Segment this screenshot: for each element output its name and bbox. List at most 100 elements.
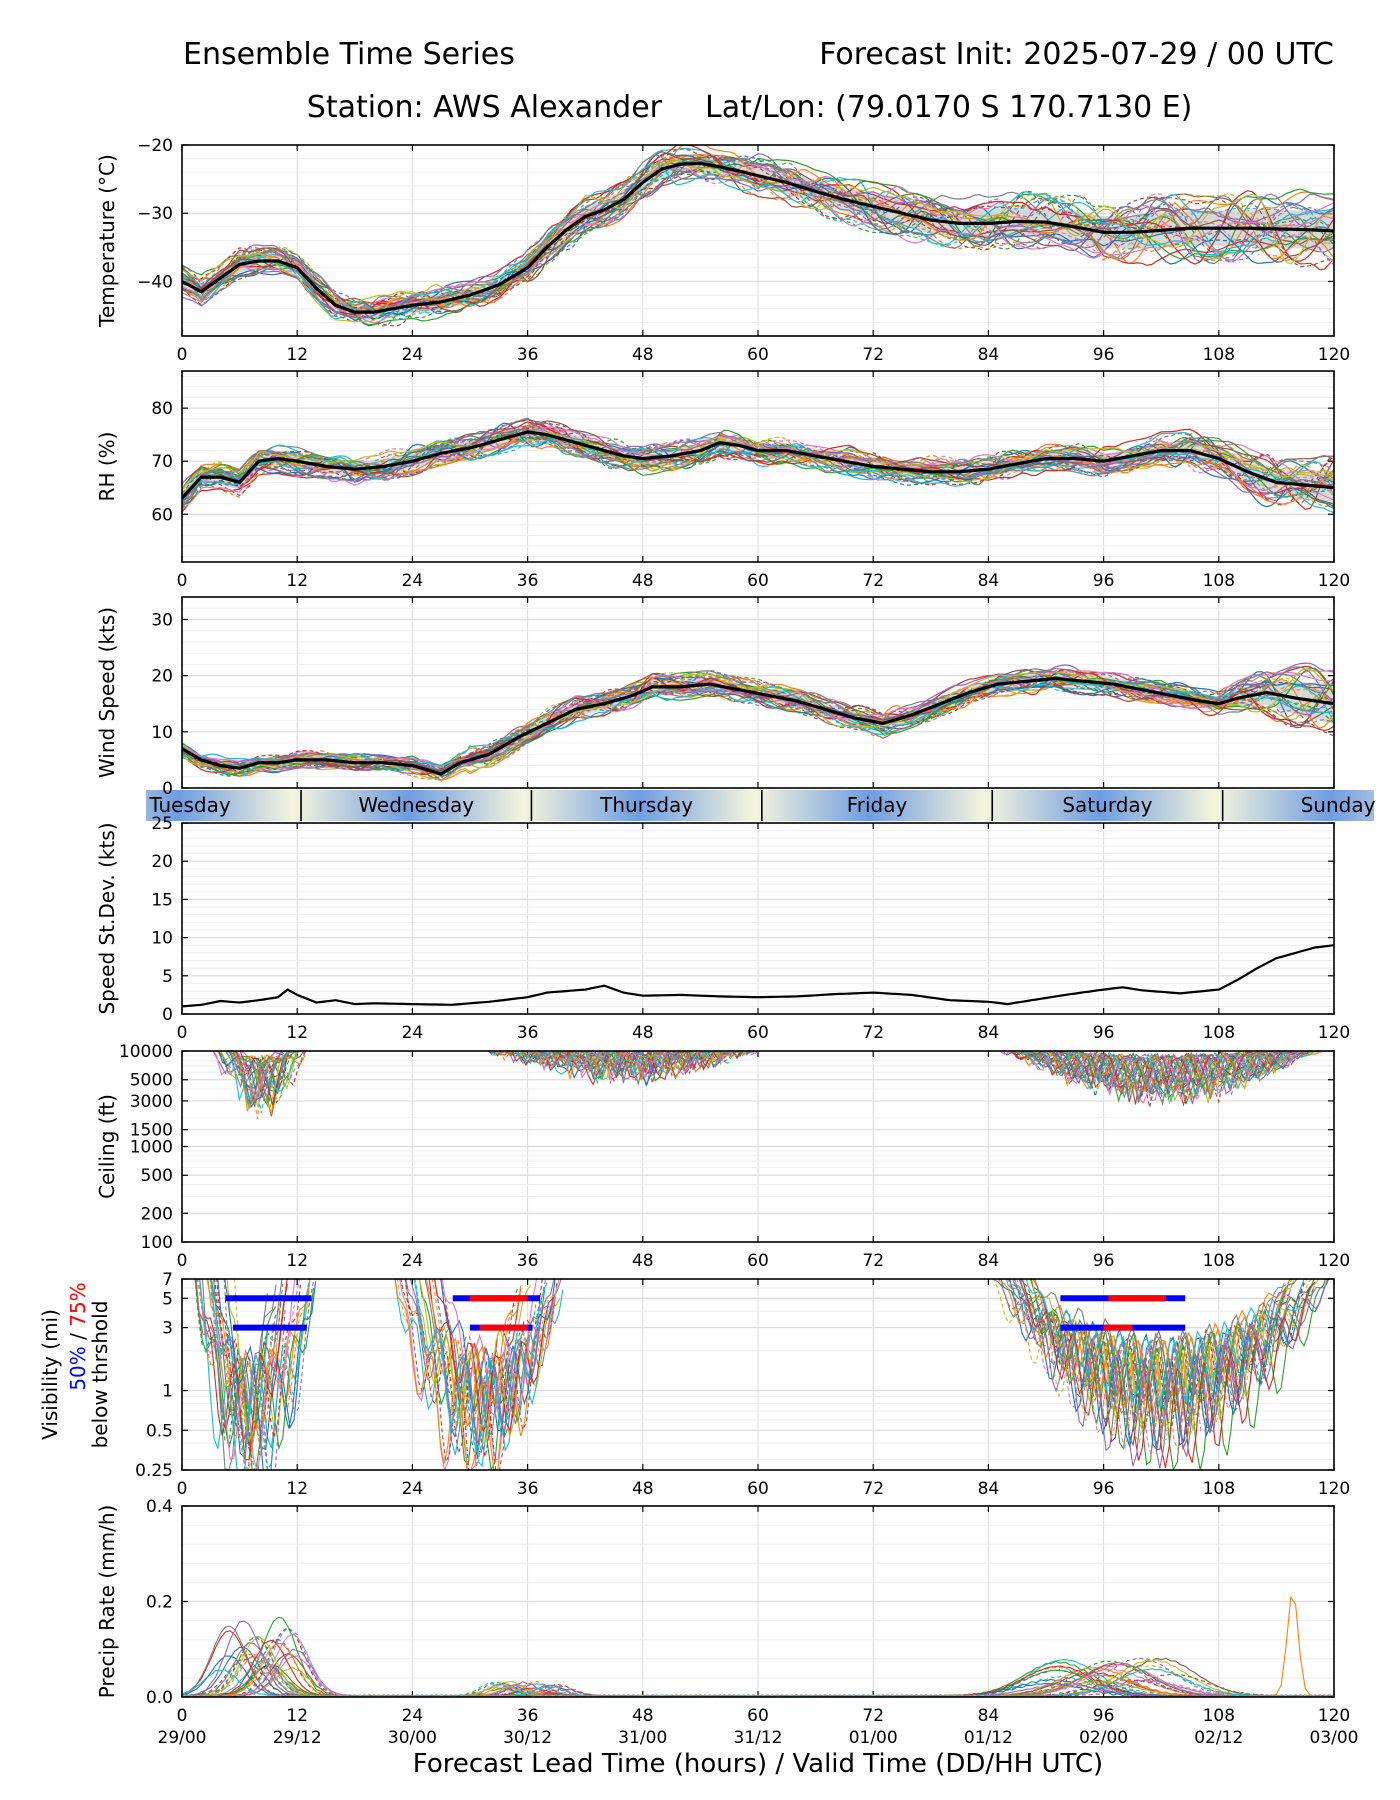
ensemble-member-line [418, 1279, 561, 1445]
ensemble-member-line [230, 1051, 284, 1100]
x-tick-label: 36 [517, 1706, 539, 1726]
ensemble-member-line [1034, 1051, 1308, 1105]
y-axis-label-threshold: below thrshold [88, 1301, 112, 1449]
ensemble-member-line [1008, 1279, 1291, 1418]
ensemble-member-line [1034, 1279, 1329, 1398]
panel-border [181, 1278, 1335, 1471]
plot-area [212, 1051, 1327, 1119]
ensemble-member-line [496, 1051, 756, 1084]
ensemble-mean-line [182, 161, 1334, 314]
panel-border [181, 822, 1335, 1015]
day-label-saturday: Saturday [1062, 793, 1152, 817]
ensemble-member-line [433, 1279, 519, 1459]
ensemble-member-line [512, 1051, 739, 1081]
ensemble-member-line [213, 1051, 284, 1100]
x-tick-label: 60 [747, 1251, 769, 1271]
x-tick-label: 12 [286, 571, 308, 591]
x-tick-label: 120 [1318, 1706, 1350, 1726]
y-tick-label: 0.5 [146, 1421, 173, 1441]
panels: −20−30−400 12 24 36 48 60 72 84 96 108 120Temperat… [38, 136, 1359, 1748]
ensemble-member-line [1007, 1279, 1294, 1456]
x-tick-label: 108 [1203, 1479, 1235, 1499]
day-label-thursday: Thursday [599, 793, 693, 817]
x-tick-label: 0 [177, 1023, 188, 1043]
panel-speed_stdev: 0 5 10 15 20 25 0 12 24 36 48 60 72 84 96 108 120 Speed S… [95, 814, 1350, 1043]
x-tick-label: 96 [1093, 345, 1115, 365]
panel-border [181, 1505, 1335, 1698]
y-tick-label: 100 [141, 1233, 173, 1253]
plot-area [182, 417, 1334, 514]
ensemble-member-line [182, 421, 1334, 513]
y-tick-label: 25 [151, 814, 173, 834]
ensemble-member-line [998, 1051, 1319, 1104]
x-tick-label: 60 [747, 571, 769, 591]
x-tick-label: 60 [747, 1023, 769, 1043]
y-tick-label: 10 [151, 723, 173, 743]
ensemble-member-line [998, 1279, 1285, 1412]
x-tick-label: 36 [517, 1023, 539, 1043]
ensemble-member-line [182, 433, 1334, 505]
y-tick-label: 30 [151, 610, 173, 630]
ensemble-member-line [199, 1279, 269, 1470]
panel-precip_rate: 0.0 0.2 0.4 0 12 24 36 48 60 72 84 96 108 120 Precip R… [95, 1497, 1359, 1748]
panel-border [181, 144, 1335, 337]
ensemble-member-line [992, 1279, 1312, 1444]
ensemble-member-line [1021, 1279, 1316, 1468]
ensemble-member-line [1000, 1279, 1311, 1452]
x-tick-label: 48 [632, 571, 654, 591]
ensemble-member-line [182, 155, 1334, 308]
valid-time-label: 01/00 [849, 1728, 898, 1748]
y-tick-label: 1 [162, 1382, 173, 1402]
x-tick-label: 72 [862, 1479, 884, 1499]
x-tick-label: 12 [286, 1706, 308, 1726]
ensemble-member-line [182, 426, 1334, 506]
y-axis-label-percent: 50% / 75% [66, 1282, 90, 1390]
day-band: Tuesday Wednesday Thursday Friday Saturday Su… [146, 790, 1376, 821]
x-tick-label: 84 [978, 571, 1000, 591]
x-tick-label: 36 [517, 571, 539, 591]
latlon-label: Lat/Lon: (79.0170 S 170.7130 E) [705, 90, 1192, 125]
ensemble-member-line [224, 1279, 317, 1451]
ensemble-member-line [413, 1279, 548, 1456]
y-tick-label: 0 [162, 1005, 173, 1025]
day-label-wednesday: Wednesday [358, 793, 474, 817]
x-tick-label: 120 [1318, 1023, 1350, 1043]
x-tick-label: 48 [632, 1251, 654, 1271]
ensemble-member-line [506, 1051, 735, 1068]
ensemble-member-line [182, 154, 1334, 319]
ensemble-member-line [234, 1279, 274, 1470]
ensemble-member-line [1023, 1051, 1310, 1105]
x-tick-label: 96 [1093, 1023, 1115, 1043]
y-tick-label: −40 [137, 272, 173, 292]
ensemble-member-line [434, 1279, 557, 1433]
x-tick-label: 108 [1203, 1023, 1235, 1043]
ensemble-member-line [233, 1051, 299, 1103]
x-tick-label: 120 [1318, 571, 1350, 591]
y-tick-label: 0.25 [135, 1461, 173, 1481]
y-tick-label: −30 [137, 204, 173, 224]
ensemble-member-line [182, 667, 1334, 774]
x-tick-label: 120 [1318, 1251, 1350, 1271]
ensemble-member-line [214, 1279, 284, 1431]
y-tick-label: 1000 [130, 1138, 173, 1158]
panel-visibility: 0.25 0.5 1 3 57 0 12 24 36 48 60 72 84 96 108 120 Visibi… [38, 1270, 1350, 1499]
day-label-sunday: Sunday [1301, 793, 1376, 817]
ensemble-member-line [231, 1051, 295, 1105]
ensemble-member-line [230, 1051, 282, 1097]
x-tick-label: 84 [978, 1706, 1000, 1726]
x-tick-label: 120 [1318, 1479, 1350, 1499]
ensemble-member-line [182, 668, 1334, 782]
figure-title-left: Ensemble Time Series [183, 37, 515, 72]
ensemble-mean-line [182, 430, 1334, 500]
ensemble-member-line [490, 1051, 738, 1082]
valid-time-label: 31/00 [618, 1728, 667, 1748]
panel-border [181, 1050, 1335, 1243]
ensemble-member-line [195, 1279, 288, 1461]
ensemble-member-line [182, 171, 1334, 319]
y-axis-label: Speed St.Dev. (kts) [95, 822, 119, 1014]
y-tick-label: 20 [151, 852, 173, 872]
y-axis-label: RH (%) [95, 432, 119, 502]
ensemble-member-line [182, 683, 1334, 775]
x-tick-label: 72 [862, 1023, 884, 1043]
